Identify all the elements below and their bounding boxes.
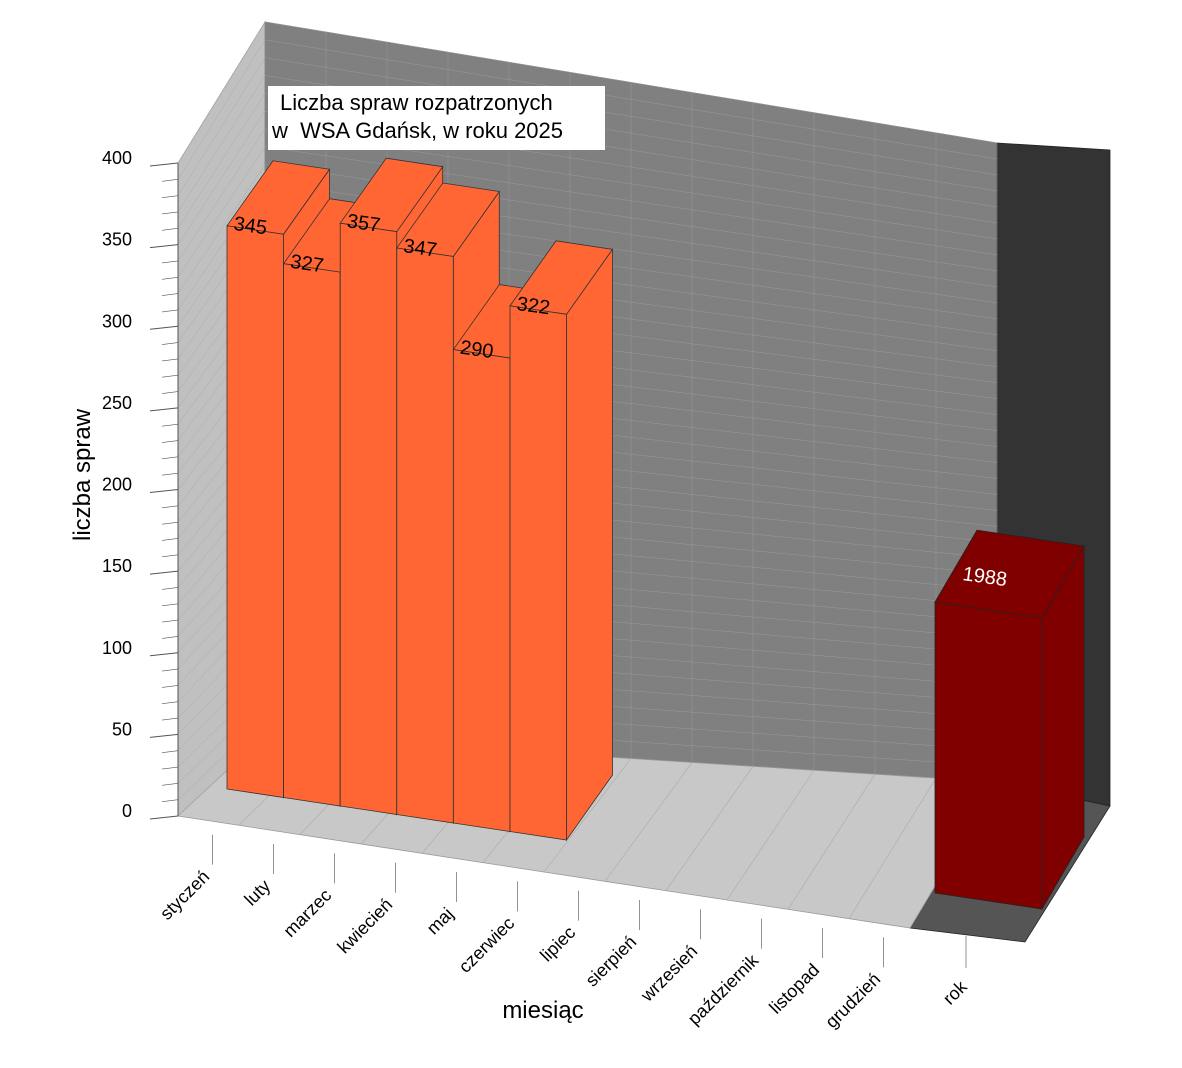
x-tick-label: sierpień <box>582 932 641 991</box>
x-tick-label: luty <box>240 876 274 910</box>
y-tick <box>149 325 179 330</box>
y-tick <box>149 162 179 167</box>
y-tick <box>161 358 179 362</box>
y-tick <box>161 619 179 623</box>
y-tick <box>161 717 179 721</box>
x-tick-label: październik <box>684 950 763 1029</box>
side-wall-gridline <box>177 75 266 213</box>
y-tick <box>149 652 179 657</box>
x-tick-label: styczeń <box>156 866 213 923</box>
x-tick-label: wrzesień <box>636 941 701 1006</box>
y-tick <box>161 211 179 215</box>
y-tick <box>161 538 179 541</box>
y-tick <box>161 309 179 313</box>
bar <box>226 225 284 798</box>
bar <box>509 305 567 841</box>
y-tick-label: 200 <box>102 475 132 495</box>
y-tick <box>161 799 179 802</box>
bar-side <box>566 248 613 842</box>
y-tick <box>161 685 179 688</box>
y-tick <box>149 489 179 493</box>
y-tick <box>161 342 179 345</box>
x-tick-label: maj <box>423 904 458 939</box>
y-tick <box>161 472 179 476</box>
side-wall-gridline <box>177 57 266 196</box>
bar-data-label: 345 <box>232 213 268 239</box>
y-tick <box>161 391 179 394</box>
side-wall-gridline <box>177 128 266 262</box>
x-tick-label: lipiec <box>536 922 579 965</box>
side-wall-gridline <box>177 110 266 245</box>
side-wall-gridline <box>177 39 266 180</box>
y-tick <box>161 293 179 296</box>
y-tick-label: 300 <box>102 311 132 331</box>
y-tick <box>161 750 179 753</box>
y-tick-label: 0 <box>122 801 132 821</box>
y-tick <box>161 587 179 590</box>
x-tick-label: grudzień <box>821 969 884 1032</box>
x-tick-label: listopad <box>765 960 823 1018</box>
y-tick-label: 350 <box>102 230 132 250</box>
chart-title-line-2: w WSA Gdańsk, w roku 2025 <box>272 118 564 143</box>
bar <box>396 247 454 824</box>
bar-data-label: 357 <box>346 210 382 236</box>
side-wall-gridline <box>177 146 266 278</box>
bar <box>283 263 341 807</box>
bar-data-label: 290 <box>459 337 495 363</box>
total-bar <box>934 601 1043 910</box>
y-tick-label: 100 <box>102 638 132 658</box>
y-tick <box>161 423 179 427</box>
y-tick-label: 250 <box>102 393 132 413</box>
x-tick-label-total: rok <box>939 976 972 1009</box>
y-tick <box>149 244 179 249</box>
side-wall-gridline <box>177 164 266 294</box>
x-tick-label: marzec <box>279 885 335 941</box>
chart-title-line-1: Liczba spraw rozpatrzonych <box>280 90 553 115</box>
y-tick <box>161 505 179 509</box>
y-tick <box>149 733 179 738</box>
floor-gridline <box>543 758 632 873</box>
y-tick <box>161 554 179 558</box>
y-tick <box>161 701 179 705</box>
floor-gridline <box>665 766 754 891</box>
y-tick <box>161 228 179 231</box>
y-tick <box>149 815 179 820</box>
y-tick <box>161 603 179 607</box>
y-tick-label: 150 <box>102 556 132 576</box>
y-tick <box>161 440 179 443</box>
y-tick <box>161 374 179 378</box>
bar-data-label: 327 <box>289 251 325 277</box>
floor-gridline <box>604 762 693 882</box>
y-tick <box>161 276 179 280</box>
y-tick <box>149 407 179 412</box>
y-tick <box>161 195 179 198</box>
y-tick <box>161 260 179 264</box>
y-tick <box>161 456 179 460</box>
x-tick-label: czerwiec <box>455 913 519 977</box>
y-tick <box>161 521 179 525</box>
y-tick <box>161 766 179 770</box>
y-tick <box>149 570 179 575</box>
y-tick-label: 50 <box>112 719 132 739</box>
floor-gridline <box>848 777 937 919</box>
bar <box>452 349 511 832</box>
x-axis-label: miesiąc <box>502 997 583 1024</box>
bar <box>339 222 398 815</box>
y-tick <box>161 179 179 182</box>
y-tick-label: 400 <box>102 148 132 168</box>
y-tick <box>161 668 179 672</box>
bar-data-label: 322 <box>515 293 551 319</box>
chart-title: Liczba spraw rozpatrzonych w WSA Gdańsk,… <box>268 86 605 150</box>
bar-data-label: 347 <box>402 235 438 261</box>
side-wall-gridline <box>177 21 266 164</box>
floor-gridline <box>787 774 876 910</box>
y-tick <box>161 636 179 639</box>
y-tick <box>161 783 179 786</box>
x-tick-label: kwiecień <box>333 894 396 957</box>
y-axis-label: liczba spraw <box>69 408 96 541</box>
floor-gridline <box>726 770 815 901</box>
side-wall-gridline <box>177 93 266 229</box>
